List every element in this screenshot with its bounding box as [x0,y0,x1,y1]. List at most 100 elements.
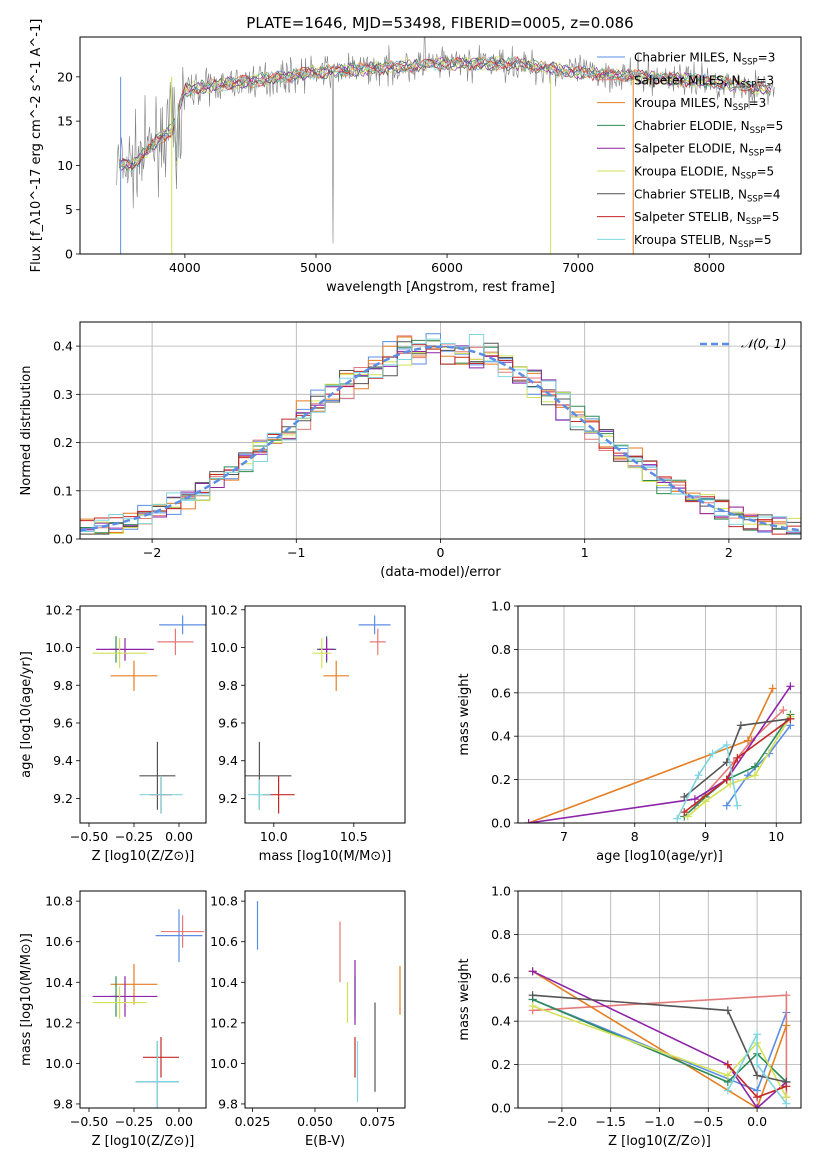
legend-entry: Kroupa ELODIE, NSSP=5 [634,165,774,182]
legend-suffix: =4 [763,187,781,201]
y-tick-label: 10.0 [45,640,73,655]
x-tick-label: 4000 [169,260,201,275]
legend-entry: Kroupa MILES, NSSP=3 [634,96,766,113]
weight-line [532,994,787,1083]
gaussian-curve [80,345,801,532]
plot-area-mass-vs-ebv [256,901,401,1102]
legend-entry: 𝒩(0, 1) [741,336,787,351]
y-axis-label: age [log10(age/yr)] [19,651,34,778]
plot-area-mass-vs-Z [92,909,205,1108]
legend-entry: Chabrier STELIB, NSSP=4 [634,187,781,204]
legend-subscript: SSP [747,194,763,204]
y-tick-label: 0.2 [491,772,511,787]
x-axis-label: Z [log10(Z/Z⊙)] [92,849,195,864]
x-tick-label: 8000 [693,260,725,275]
y-tick-label: 9.4 [218,753,238,768]
x-axis-label: Z [log10(Z/Z⊙)] [608,1134,711,1149]
model-spectrum [119,56,772,171]
y-tick-label: 0 [65,247,73,262]
plot-area-weight-vs-Z [528,967,791,1108]
y-tick-label: 0.2 [491,1057,511,1072]
axes-frame [79,321,802,540]
weight-line [683,718,791,813]
x-axis-label: E(B-V) [305,1134,345,1149]
y-tick-label: 9.6 [53,715,73,730]
legend-suffix: =5 [754,233,772,247]
x-tick-label: 10.0 [260,829,288,844]
y-tick-label: 0.4 [491,1014,511,1029]
x-tick-label: 8 [631,829,639,844]
x-tick-label: 0 [437,545,445,560]
legend-subscript: SSP [741,172,757,182]
x-tick-label: 6000 [431,260,463,275]
y-axis-label: mass weight [457,958,472,1040]
y-tick-label: 0.8 [491,927,511,942]
plot-area-age-vs-Z [92,615,206,814]
x-tick-label: −0.5 [693,1114,723,1129]
panel-weight-vs-Z: −2.0 −1.5 −1.0 −0.5 0.0 0.0 0.2 0.4 0.6 0.8 1.0 Z [… [457,884,802,1149]
y-tick-label: 10.8 [45,894,73,909]
x-tick-label: 0.0 [747,1114,767,1129]
legend-suffix: =5 [762,210,780,224]
y-tick-label: 10 [57,158,73,173]
weight-line [694,709,784,807]
x-tick-label: −1 [287,545,305,560]
y-tick-label: 9.8 [218,678,238,693]
x-tick-label: 0.00 [165,829,193,844]
panel-age-vs-mass: 10.0 10.5 9.2 9.4 9.6 9.8 10.0 10.2 mass [log10(… [210,602,406,864]
model-spectrum [118,56,772,172]
y-tick-label: 10.0 [210,640,238,655]
y-tick-label: 0.0 [53,532,73,547]
model-spectrum [119,56,771,171]
x-axis-label: mass [log10(M/M⊙)] [259,849,392,864]
weight-line [532,970,788,1108]
residual-histogram [80,344,801,535]
x-tick-label: 1 [581,545,589,560]
y-axis-label: mass [log10(M/M⊙)] [19,933,34,1066]
y-tick-label: 10.6 [45,934,73,949]
y-tick-label: 0.0 [491,816,511,831]
legend-suffix: =4 [764,142,782,156]
panel-residuals: −2 −1 0 1 2 0.0 0.1 0.2 0.3 0.4 (data-model)/error… [19,321,802,580]
x-tick-label: −1.5 [596,1114,626,1129]
y-tick-label: 9.6 [218,715,238,730]
y-tick-label: 20 [57,69,73,84]
plot-area-spectrum [116,37,775,254]
x-tick-label: −2 [143,545,161,560]
y-tick-label: 0.8 [491,642,511,657]
legend-subscript: SSP [738,240,754,250]
weight-line [532,970,787,1108]
x-axis-label: Z [log10(Z/Z⊙)] [92,1134,195,1149]
x-axis-label: wavelength [Angstrom, rest frame] [326,280,555,295]
y-tick-label: 10.0 [45,1056,73,1071]
x-tick-label: 9 [702,829,710,844]
plot-area-age-vs-mass [245,615,391,814]
x-axis-label: (data-model)/error [380,565,501,580]
legend-subscript: SSP [741,80,757,90]
x-tick-label: 0.075 [360,1114,396,1129]
y-tick-label: 0.0 [491,1101,511,1116]
weight-line [726,724,792,807]
axes-frame [244,890,406,1109]
figure-title: PLATE=1646, MJD=53498, FIBERID=0005, z=0… [246,14,633,32]
x-tick-label: 10 [768,829,784,844]
legend-subscript: SSP [748,149,764,159]
panel-mass-vs-Z: −0.50 −0.25 0.00 9.8 10.0 10.2 10.4 10.6 10.8 Z [… [19,890,207,1149]
y-tick-label: 9.8 [53,678,73,693]
axes-frame [79,890,207,1109]
legend-subscript: SSP [742,58,758,68]
axes-frame [244,605,406,824]
y-tick-label: 10.2 [210,1015,238,1030]
y-tick-label: 15 [57,114,73,129]
panel-spectrum: 4000 5000 6000 7000 8000 0 5 10 15 20 wavelength [… [29,19,802,295]
y-tick-label: 10.4 [210,975,238,990]
y-tick-label: 10.2 [210,602,238,617]
x-tick-label: 5000 [300,260,332,275]
y-tick-label: 10.0 [210,1056,238,1071]
y-tick-label: 0.3 [53,387,73,402]
y-tick-label: 9.2 [218,791,238,806]
x-tick-label: 7000 [562,260,594,275]
model-spectrum [118,56,772,167]
x-tick-label: −0.25 [115,829,153,844]
